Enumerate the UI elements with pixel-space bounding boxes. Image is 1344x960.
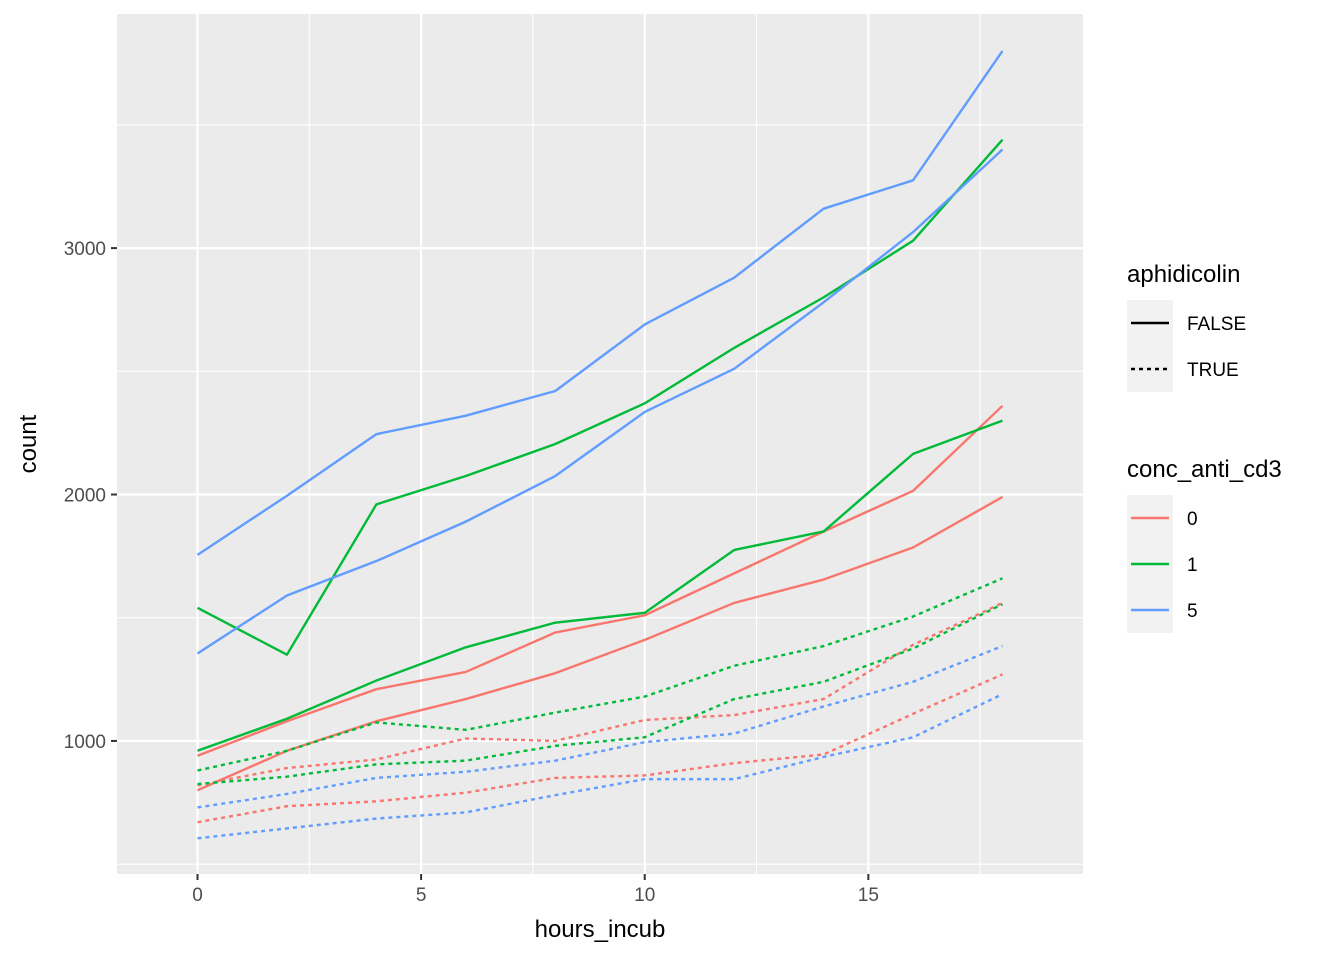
- series-lines: [196, 50, 1004, 840]
- x-tick-label: 15: [858, 885, 879, 906]
- legend-title: conc_anti_cd3: [1127, 456, 1282, 483]
- legend-label: FALSE: [1187, 314, 1246, 335]
- x-tick-label: 10: [634, 885, 655, 906]
- y-tick-label: 2000: [64, 486, 106, 507]
- series-line-cd3-5-aph-false: [196, 50, 1004, 556]
- legend-label: TRUE: [1187, 360, 1239, 381]
- x-tick-label: 0: [192, 885, 203, 906]
- axes: 0 5 10 15 1000 2000 3000: [64, 239, 879, 906]
- legend-label: 0: [1187, 509, 1198, 530]
- series-line-cd3-0-aph-true: [197, 601, 1004, 787]
- y-axis-title: count: [15, 414, 42, 473]
- series-line-cd3-5-aph-true: [197, 644, 1003, 809]
- y-tick-label: 3000: [64, 239, 106, 260]
- series-line-cd3-5-aph-false: [196, 148, 1004, 655]
- series-line-cd3-1-aph-true: [197, 577, 1003, 772]
- x-tick-label: 5: [416, 885, 427, 906]
- grid-lines: [117, 14, 1083, 874]
- legend-title: aphidicolin: [1127, 261, 1240, 288]
- series-line-cd3-0-aph-false: [197, 404, 1004, 757]
- legend-label: 5: [1187, 601, 1198, 622]
- x-axis-title: hours_incub: [535, 916, 666, 943]
- legend-label: 1: [1187, 555, 1198, 576]
- series-line-cd3-1-aph-false: [197, 419, 1003, 752]
- legend: aphidicolin FALSE TRUE conc_anti_cd3 0 1 5: [1127, 261, 1282, 633]
- y-tick-label: 1000: [64, 732, 106, 753]
